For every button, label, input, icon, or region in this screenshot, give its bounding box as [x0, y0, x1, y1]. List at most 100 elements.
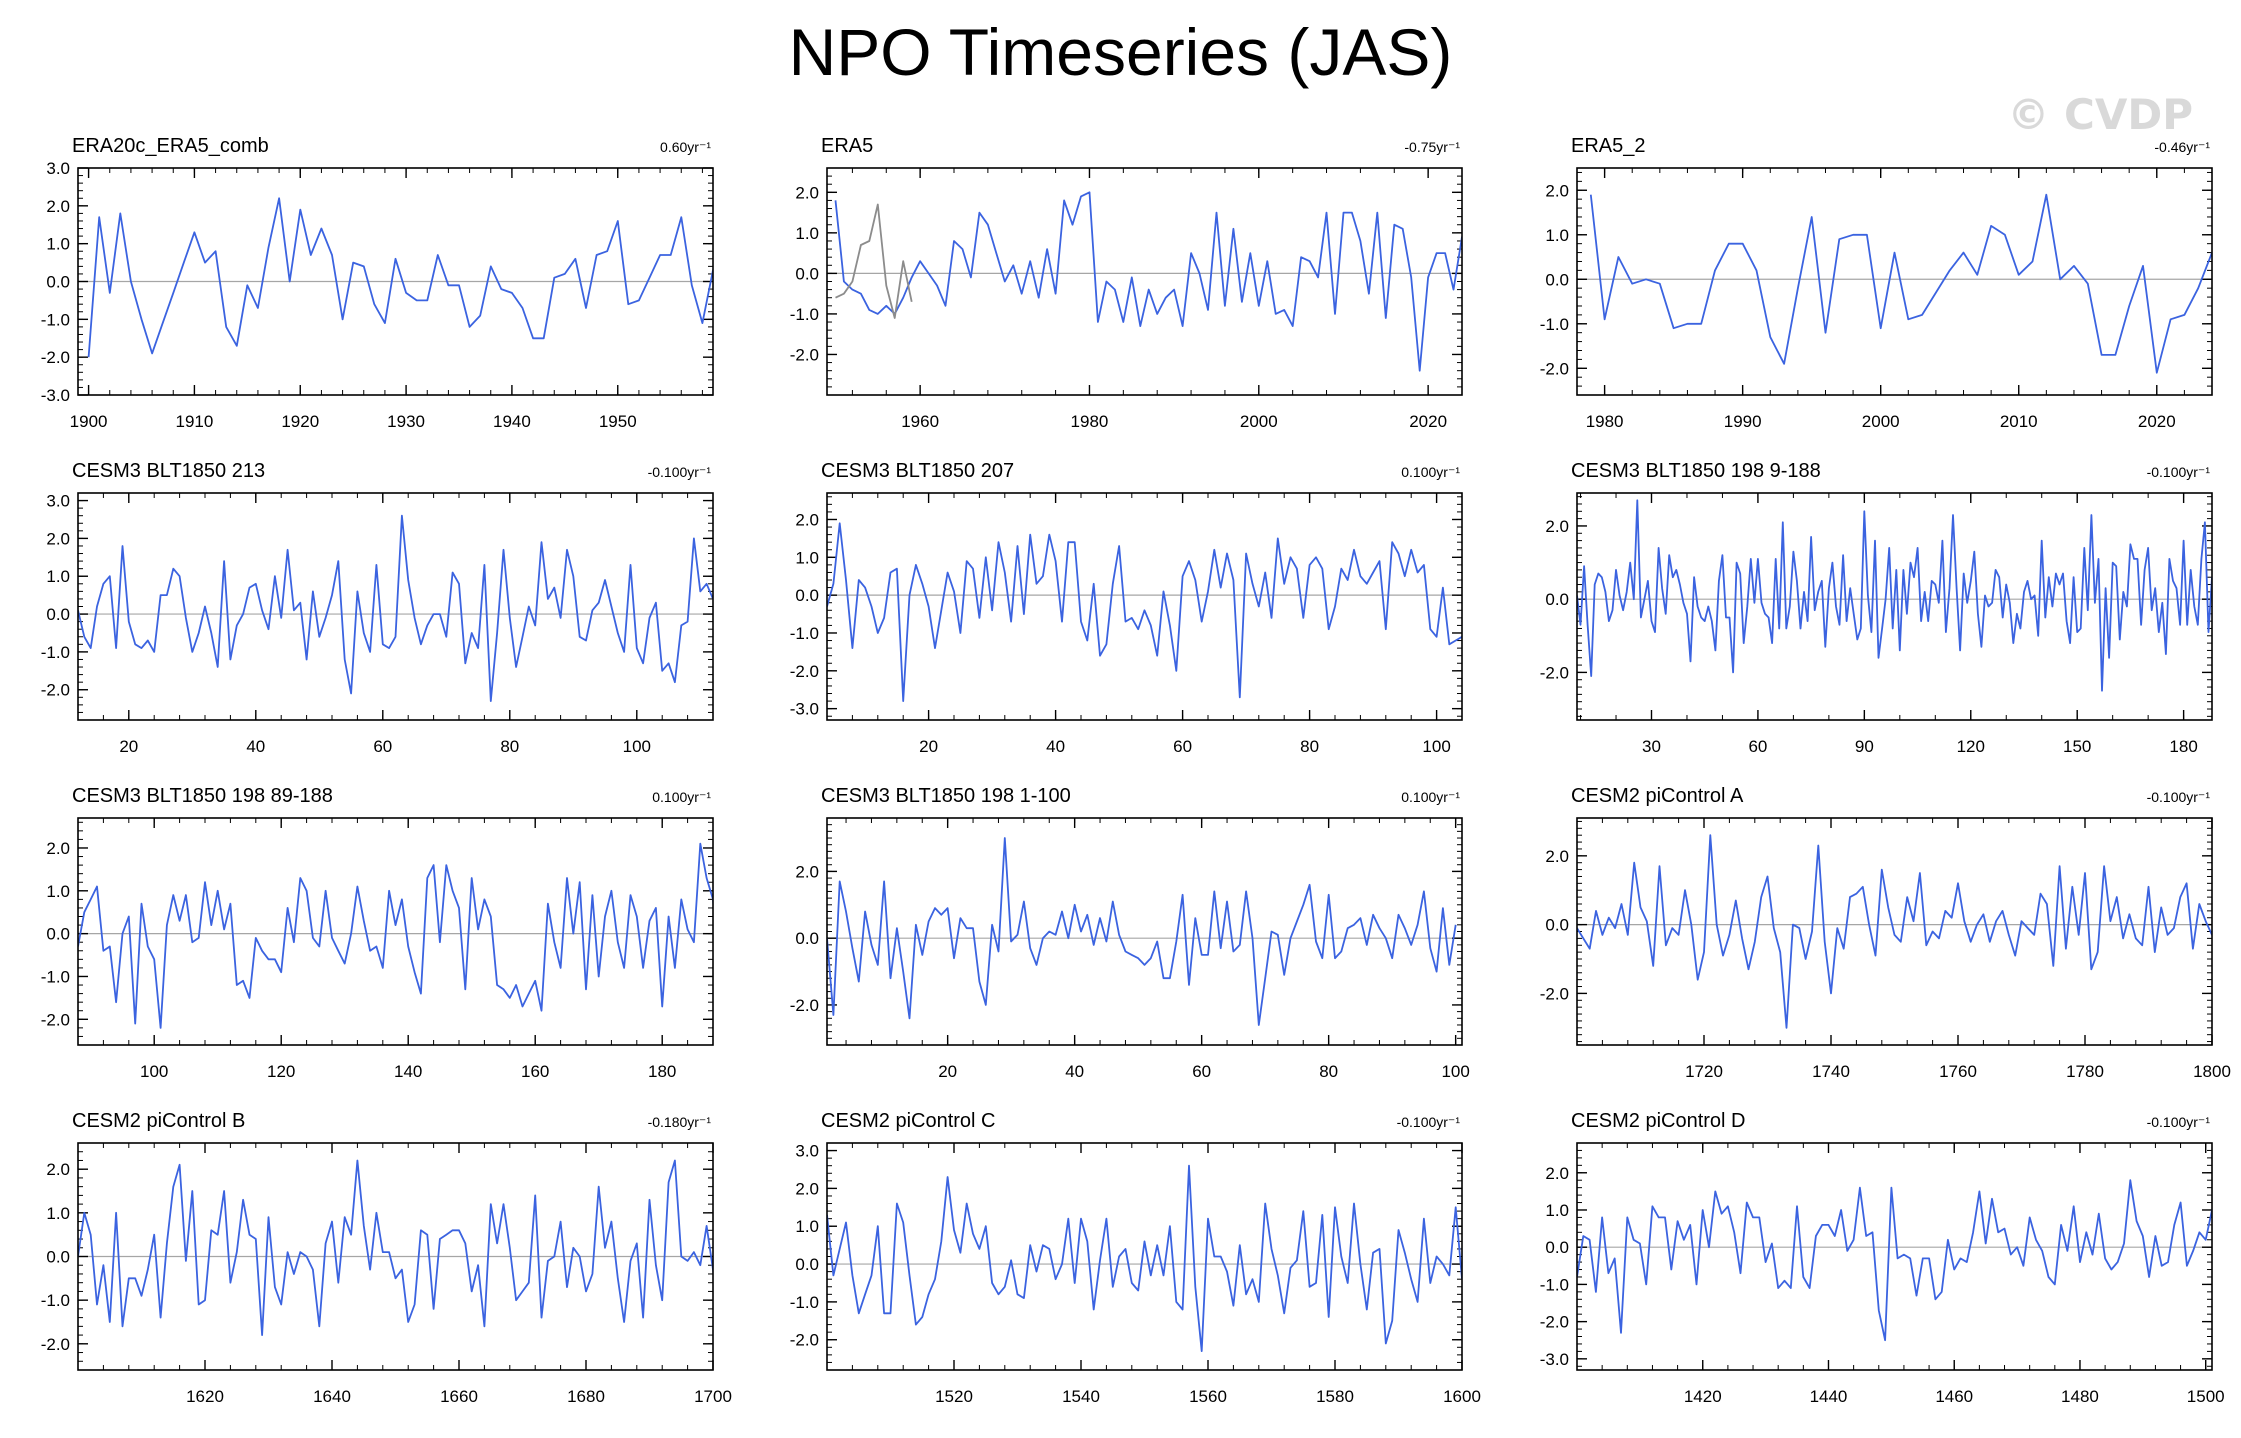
x-tick-label: 1780: [2066, 1062, 2104, 1081]
trend-label: -0.100yr⁻¹: [2147, 1114, 2211, 1130]
y-tick-label: 0.0: [795, 1255, 819, 1274]
x-tick-label: 1500: [2187, 1387, 2225, 1406]
panel-1: ERA20c_ERA5_comb 0.60yr⁻¹ 1900 1910 1920 1930…: [41, 135, 714, 431]
series-line: [1589, 193, 2212, 374]
panel-title: CESM3 BLT1850 198 9-188: [1571, 460, 1821, 482]
trend-label: -0.100yr⁻¹: [1397, 1114, 1461, 1130]
series-line: [87, 197, 713, 358]
panel-title: ERA5: [821, 135, 873, 157]
x-tick-label: 2010: [2000, 412, 2038, 431]
x-tick-label: 180: [648, 1062, 676, 1081]
y-tick-label: -3.0: [1540, 1350, 1569, 1369]
y-tick-label: 0.0: [795, 929, 819, 948]
x-tick-label: 60: [1192, 1062, 1211, 1081]
x-tick-label: 80: [1300, 737, 1319, 756]
plot-frame: [1576, 1142, 2213, 1371]
y-tick-label: -1.0: [1540, 1275, 1569, 1294]
panel-title: CESM2 piControl A: [1571, 785, 1744, 807]
plot-frame: [1576, 492, 2213, 721]
y-tick-label: -1.0: [1540, 315, 1569, 334]
x-tick-label: 1720: [1685, 1062, 1723, 1081]
x-tick-label: 1930: [387, 412, 425, 431]
trend-label: -0.75yr⁻¹: [1404, 139, 1460, 155]
x-tick-label: 40: [246, 737, 265, 756]
y-tick-label: 2.0: [1545, 847, 1569, 866]
plot-frame: [826, 817, 1463, 1046]
x-tick-label: 1540: [1062, 1387, 1100, 1406]
x-tick-label: 160: [521, 1062, 549, 1081]
panel-title: CESM2 piControl D: [1571, 1110, 1746, 1132]
x-tick-label: 20: [938, 1062, 957, 1081]
x-tick-label: 40: [1046, 737, 1065, 756]
y-tick-label: -1.0: [790, 1293, 819, 1312]
x-tick-label: 1420: [1684, 1387, 1722, 1406]
plot-frame: [1576, 167, 2213, 396]
trend-label: 0.100yr⁻¹: [1401, 789, 1460, 805]
panel-title: CESM3 BLT1850 198 1-100: [821, 785, 1071, 807]
x-tick-label: 2000: [1862, 412, 1900, 431]
y-tick-label: 1.0: [1545, 226, 1569, 245]
x-tick-label: 1660: [440, 1387, 478, 1406]
panel-title: CESM2 piControl B: [72, 1110, 245, 1132]
series-line: [1577, 1179, 2212, 1342]
x-tick-label: 1950: [599, 412, 637, 431]
y-tick-label: -2.0: [790, 1331, 819, 1350]
x-tick-label: 80: [1319, 1062, 1338, 1081]
y-tick-label: -3.0: [41, 386, 70, 405]
series-line: [78, 1159, 713, 1336]
y-tick-label: -2.0: [1540, 359, 1569, 378]
y-tick-label: 3.0: [46, 492, 70, 511]
y-tick-label: -1.0: [41, 1291, 70, 1310]
x-tick-label: 60: [1748, 737, 1767, 756]
trend-label: 0.60yr⁻¹: [660, 139, 711, 155]
x-tick-label: 2000: [1240, 412, 1278, 431]
plot-frame: [826, 1142, 1463, 1371]
series-line: [1577, 499, 2212, 692]
x-tick-label: 150: [2063, 737, 2091, 756]
panel-9: CESM2 piControl A -0.100yr⁻¹ 1720 1740 1760 1…: [1540, 785, 2231, 1081]
panel-7: CESM3 BLT1850 198 89-188 0.100yr⁻¹ 100 120 1…: [41, 785, 714, 1081]
y-tick-label: 2.0: [795, 862, 819, 881]
y-tick-label: -2.0: [790, 345, 819, 364]
x-tick-label: 1600: [1443, 1387, 1481, 1406]
panel-12: CESM2 piControl D -0.100yr⁻¹ 1420 1440 1460 1…: [1540, 1110, 2225, 1406]
x-tick-label: 40: [1065, 1062, 1084, 1081]
y-tick-label: 3.0: [46, 159, 70, 178]
y-tick-label: 0.0: [795, 264, 819, 283]
x-tick-label: 1980: [1071, 412, 1109, 431]
trend-label: -0.180yr⁻¹: [648, 1114, 712, 1130]
y-tick-label: 2.0: [46, 1160, 70, 1179]
plot-frame: [77, 817, 714, 1046]
y-tick-label: -2.0: [41, 348, 70, 367]
y-tick-label: -1.0: [41, 643, 70, 662]
x-tick-label: 100: [1441, 1062, 1469, 1081]
y-tick-label: -2.0: [41, 681, 70, 700]
y-tick-label: -2.0: [790, 662, 819, 681]
panel-title: CESM3 BLT1850 207: [821, 460, 1014, 482]
x-tick-label: 1740: [1812, 1062, 1850, 1081]
y-tick-label: -2.0: [1540, 984, 1569, 1003]
trend-label: -0.100yr⁻¹: [2147, 789, 2211, 805]
x-tick-label: 60: [1173, 737, 1192, 756]
y-tick-label: 2.0: [46, 839, 70, 858]
x-tick-label: 60: [373, 737, 392, 756]
panel-6: CESM3 BLT1850 198 9-188 -0.100yr⁻¹ 30 60 90 1…: [1540, 460, 2213, 756]
plot-frame: [77, 492, 714, 721]
x-tick-label: 1680: [567, 1387, 605, 1406]
x-tick-label: 1760: [1939, 1062, 1977, 1081]
x-tick-label: 80: [500, 737, 519, 756]
y-tick-label: -2.0: [1540, 1313, 1569, 1332]
x-tick-label: 30: [1642, 737, 1661, 756]
x-tick-label: 140: [394, 1062, 422, 1081]
page-title: NPO Timeseries (JAS): [788, 15, 1453, 89]
y-tick-label: 0.0: [46, 605, 70, 624]
y-tick-label: -2.0: [1540, 663, 1569, 682]
x-tick-label: 2020: [1409, 412, 1447, 431]
x-tick-label: 1910: [176, 412, 214, 431]
panel-11: CESM2 piControl C -0.100yr⁻¹ 1520 1540 1560 1…: [790, 1110, 1481, 1406]
x-tick-label: 1580: [1316, 1387, 1354, 1406]
y-tick-label: -2.0: [41, 1010, 70, 1029]
y-tick-label: 1.0: [46, 882, 70, 901]
x-tick-label: 1990: [1724, 412, 1762, 431]
y-tick-label: 0.0: [795, 586, 819, 605]
